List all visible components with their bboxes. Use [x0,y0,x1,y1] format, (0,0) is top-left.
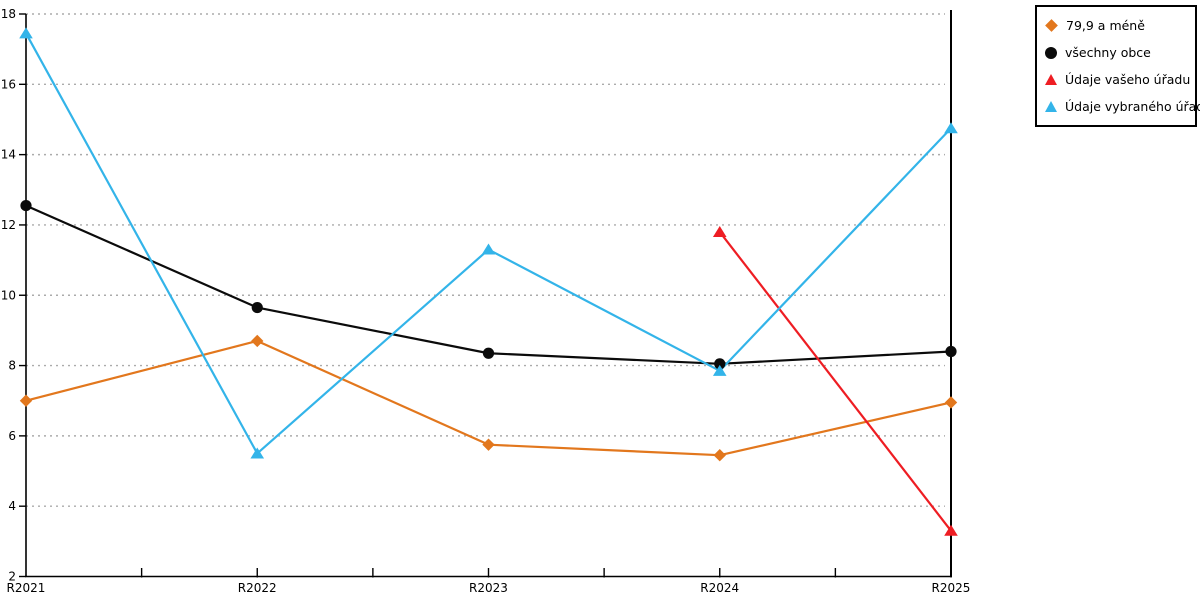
legend-label: všechny obce [1065,45,1151,60]
data-point [712,364,727,376]
y-tick-label: 18 [1,7,16,21]
series-line [718,231,952,532]
data-point [713,449,726,462]
y-tick-label: 4 [8,499,16,513]
y-tick-label: 6 [8,429,16,443]
legend-item-1: 79,9 a méně [1045,12,1187,39]
y-tick-label: 8 [8,359,16,373]
triangle-icon [1045,74,1057,85]
x-tick-label: R2024 [700,581,739,595]
x-tick-label: R2022 [238,581,277,595]
legend-label: 79,9 a méně [1066,18,1145,33]
y-tick-label: 12 [1,218,16,232]
data-point [944,122,958,134]
data-point [251,301,263,314]
x-tick-label: R2025 [932,581,971,595]
triangle-icon [1045,101,1057,112]
legend-item-3: Údaje vašeho úřadu [1045,66,1191,93]
data-point [19,394,33,407]
y-tick-label: 16 [1,77,16,91]
x-tick-label: R2021 [7,581,46,595]
legend-label: Údaje vybraného úřadu [1065,99,1200,114]
legend-label: Údaje vašeho úřadu [1065,72,1191,87]
data-point [945,345,957,358]
series-line [25,32,952,455]
data-point [712,225,727,237]
data-point [481,243,496,255]
data-point [944,524,958,536]
data-point [714,358,726,370]
x-tick-label: R2023 [469,581,508,595]
data-point [482,438,495,451]
legend: 79,9 a méně všechny obce Údaje vašeho úř… [1035,5,1200,127]
legend-item-2: všechny obce [1045,39,1187,66]
data-point [251,334,264,348]
data-point [20,200,32,212]
data-point [944,396,958,409]
data-point [250,447,265,459]
data-point [19,27,33,39]
data-point [482,347,495,359]
diamond-icon [1045,19,1058,32]
circle-icon [1045,46,1057,59]
y-tick-label: 2 [8,570,16,584]
y-tick-label: 14 [1,148,16,162]
legend-item-4: Údaje vybraného úřadu [1045,93,1200,120]
y-tick-label: 10 [1,288,16,302]
